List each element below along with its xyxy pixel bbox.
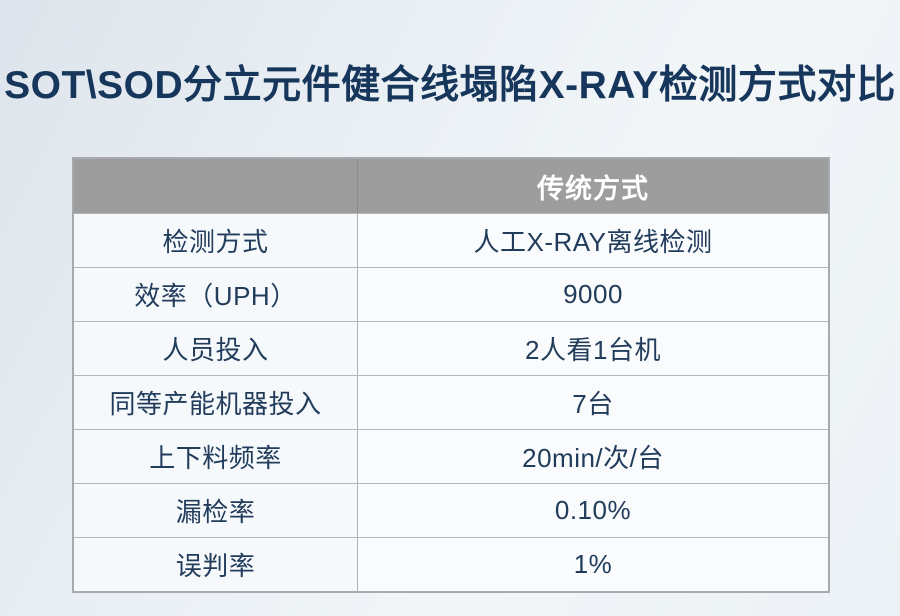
table-header-row: 传统方式 — [74, 159, 828, 213]
row-label: 误判率 — [74, 538, 358, 591]
row-value: 0.10% — [358, 484, 828, 537]
row-value: 9000 — [358, 268, 828, 321]
row-label: 漏检率 — [74, 484, 358, 537]
table-row-loading-frequency: 上下料频率 20min/次/台 — [74, 429, 828, 483]
page-title: SOT\SOD分立元件健合线塌陷X-RAY检测方式对比 — [4, 64, 896, 107]
row-value: 1% — [358, 538, 828, 591]
row-label: 检测方式 — [74, 214, 358, 267]
row-value: 人工X-RAY离线检测 — [358, 214, 828, 267]
row-label: 效率（UPH） — [74, 268, 358, 321]
table-row-detection-method: 检测方式 人工X-RAY离线检测 — [74, 213, 828, 267]
table-row-false-judgment-rate: 误判率 1% — [74, 537, 828, 591]
row-label: 人员投入 — [74, 322, 358, 375]
table-row-efficiency-uph: 效率（UPH） 9000 — [74, 267, 828, 321]
table-row-missed-detection-rate: 漏检率 0.10% — [74, 483, 828, 537]
table-row-equivalent-machine-investment: 同等产能机器投入 7台 — [74, 375, 828, 429]
header-cell-empty — [74, 159, 358, 213]
row-label: 上下料频率 — [74, 430, 358, 483]
row-value: 20min/次/台 — [358, 430, 828, 483]
table-row-personnel-investment: 人员投入 2人看1台机 — [74, 321, 828, 375]
comparison-table: 传统方式 检测方式 人工X-RAY离线检测 效率（UPH） 9000 人员投入 … — [72, 157, 830, 593]
row-value: 7台 — [358, 376, 828, 429]
row-label: 同等产能机器投入 — [74, 376, 358, 429]
header-cell-traditional-method: 传统方式 — [537, 173, 649, 204]
row-value: 2人看1台机 — [358, 322, 828, 375]
